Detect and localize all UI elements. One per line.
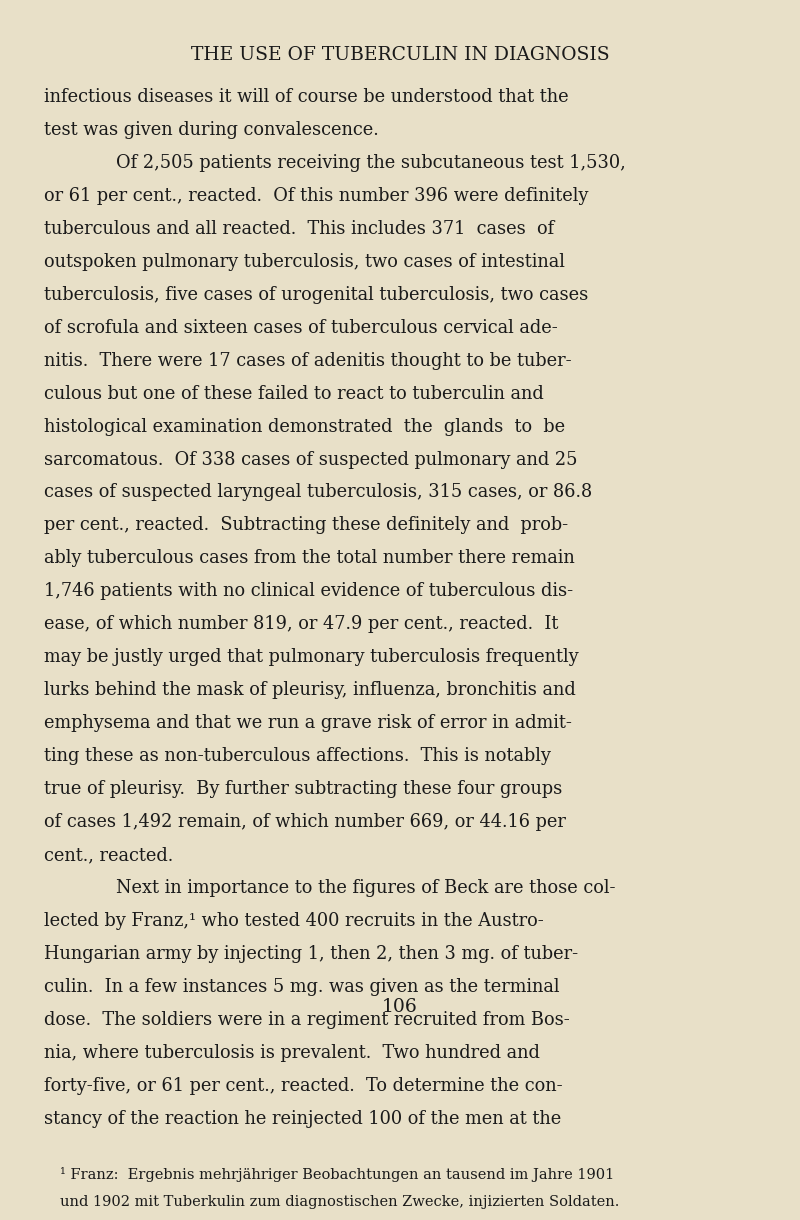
Text: tuberculous and all reacted.  This includes 371  cases  of: tuberculous and all reacted. This includ… xyxy=(44,220,554,238)
Text: ting these as non-tuberculous affections.  This is notably: ting these as non-tuberculous affections… xyxy=(44,748,551,765)
Text: THE USE OF TUBERCULIN IN DIAGNOSIS: THE USE OF TUBERCULIN IN DIAGNOSIS xyxy=(190,46,610,65)
Text: dose.  The soldiers were in a regiment recruited from Bos-: dose. The soldiers were in a regiment re… xyxy=(44,1011,570,1030)
Text: und 1902 mit Tuberkulin zum diagnostischen Zwecke, injizierten Soldaten.: und 1902 mit Tuberkulin zum diagnostisch… xyxy=(60,1196,619,1209)
Text: 1,746 patients with no clinical evidence of tuberculous dis-: 1,746 patients with no clinical evidence… xyxy=(44,582,573,600)
Text: ease, of which number 819, or 47.9 per cent., reacted.  It: ease, of which number 819, or 47.9 per c… xyxy=(44,615,558,633)
Text: ably tuberculous cases from the total number there remain: ably tuberculous cases from the total nu… xyxy=(44,549,574,567)
Text: culin.  In a few instances 5 mg. was given as the terminal: culin. In a few instances 5 mg. was give… xyxy=(44,978,559,997)
Text: per cent., reacted.  Subtracting these definitely and  prob-: per cent., reacted. Subtracting these de… xyxy=(44,516,568,534)
Text: lurks behind the mask of pleurisy, influenza, bronchitis and: lurks behind the mask of pleurisy, influ… xyxy=(44,682,576,699)
Text: tuberculosis, five cases of urogenital tuberculosis, two cases: tuberculosis, five cases of urogenital t… xyxy=(44,285,588,304)
Text: forty-five, or 61 per cent., reacted.  To determine the con-: forty-five, or 61 per cent., reacted. To… xyxy=(44,1077,562,1096)
Text: Hungarian army by injecting 1, then 2, then 3 mg. of tuber-: Hungarian army by injecting 1, then 2, t… xyxy=(44,946,578,964)
Text: cent., reacted.: cent., reacted. xyxy=(44,847,174,864)
Text: histological examination demonstrated  the  glands  to  be: histological examination demonstrated th… xyxy=(44,417,565,436)
Text: lected by Franz,¹ who tested 400 recruits in the Austro-: lected by Franz,¹ who tested 400 recruit… xyxy=(44,913,544,931)
Text: outspoken pulmonary tuberculosis, two cases of intestinal: outspoken pulmonary tuberculosis, two ca… xyxy=(44,253,565,271)
Text: emphysema and that we run a grave risk of error in admit-: emphysema and that we run a grave risk o… xyxy=(44,715,572,732)
Text: infectious diseases it will of course be understood that the: infectious diseases it will of course be… xyxy=(44,88,569,106)
Text: stancy of the reaction he reinjected 100 of the men at the: stancy of the reaction he reinjected 100… xyxy=(44,1110,562,1128)
Text: Next in importance to the figures of Beck are those col-: Next in importance to the figures of Bec… xyxy=(116,880,615,898)
Text: may be justly urged that pulmonary tuberculosis frequently: may be justly urged that pulmonary tuber… xyxy=(44,649,578,666)
Text: of cases 1,492 remain, of which number 669, or 44.16 per: of cases 1,492 remain, of which number 6… xyxy=(44,814,566,831)
Text: or 61 per cent., reacted.  Of this number 396 were definitely: or 61 per cent., reacted. Of this number… xyxy=(44,187,588,205)
Text: of scrofula and sixteen cases of tuberculous cervical ade-: of scrofula and sixteen cases of tubercu… xyxy=(44,318,558,337)
Text: nitis.  There were 17 cases of adenitis thought to be tuber-: nitis. There were 17 cases of adenitis t… xyxy=(44,351,572,370)
Text: test was given during convalescence.: test was given during convalescence. xyxy=(44,121,378,139)
Text: sarcomatous.  Of 338 cases of suspected pulmonary and 25: sarcomatous. Of 338 cases of suspected p… xyxy=(44,450,578,468)
Text: 106: 106 xyxy=(382,998,418,1016)
Text: Of 2,505 patients receiving the subcutaneous test 1,530,: Of 2,505 patients receiving the subcutan… xyxy=(116,154,626,172)
Text: nia, where tuberculosis is prevalent.  Two hundred and: nia, where tuberculosis is prevalent. Tw… xyxy=(44,1044,540,1063)
Text: ¹ Franz:  Ergebnis mehrjähriger Beobachtungen an tausend im Jahre 1901: ¹ Franz: Ergebnis mehrjähriger Beobachtu… xyxy=(60,1168,614,1182)
Text: true of pleurisy.  By further subtracting these four groups: true of pleurisy. By further subtracting… xyxy=(44,781,562,798)
Text: culous but one of these failed to react to tuberculin and: culous but one of these failed to react … xyxy=(44,384,544,403)
Text: cases of suspected laryngeal tuberculosis, 315 cases, or 86.8: cases of suspected laryngeal tuberculosi… xyxy=(44,483,592,501)
